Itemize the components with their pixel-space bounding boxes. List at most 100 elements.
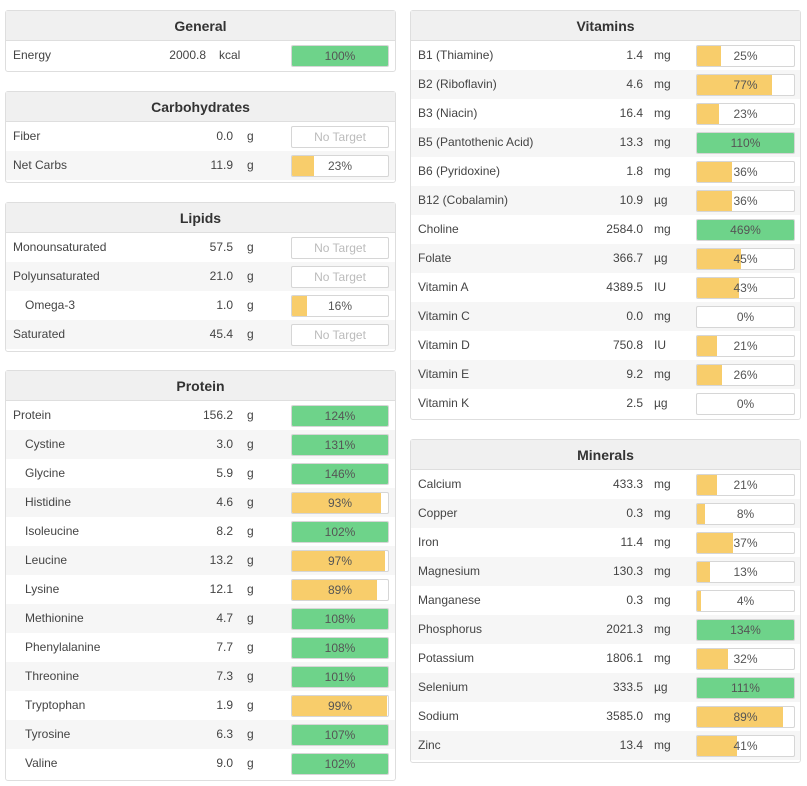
nutrient-unit: mg <box>654 106 671 120</box>
nutrient-unit: mg <box>654 309 671 323</box>
progress-percent: 0% <box>736 310 755 324</box>
target-progress-bar: 0% <box>696 306 795 328</box>
progress-percent: 37% <box>733 536 758 550</box>
progress-fill <box>697 365 723 385</box>
carbohydrates-rows: Fiber 0.0 g No Target Net Carbs 11.9 g 23% <box>6 122 395 180</box>
nutrient-name: Saturated <box>13 327 66 341</box>
progress-percent: 43% <box>733 281 758 295</box>
general-row: Energy 2000.8 kcal 100% <box>6 41 395 70</box>
nutrient-unit: g <box>247 727 254 741</box>
minerals-row: Calcium 433.3 mg 21% <box>411 470 800 499</box>
progress-fill <box>697 475 718 495</box>
target-progress-bar: 4% <box>696 590 795 612</box>
target-progress-bar: 108% <box>291 608 389 630</box>
nutrient-name: Net Carbs <box>13 158 68 172</box>
protein-row: Lysine 12.1 g 89% <box>6 575 395 604</box>
carbohydrates-row: Net Carbs 11.9 g 23% <box>6 151 395 180</box>
target-progress-bar: 45% <box>696 248 795 270</box>
nutrient-unit: mg <box>654 477 671 491</box>
progress-fill <box>292 754 388 774</box>
vitamins-row: Folate 366.7 µg 45% <box>411 244 800 273</box>
nutrient-unit: mg <box>654 164 671 178</box>
nutrient-name: Lysine <box>25 582 60 596</box>
nutrient-name: Zinc <box>418 738 441 752</box>
progress-percent: 21% <box>733 478 758 492</box>
progress-percent: 107% <box>324 728 356 742</box>
nutrient-name: Vitamin A <box>418 280 469 294</box>
nutrient-unit: µg <box>654 251 668 265</box>
progress-percent: 36% <box>733 194 758 208</box>
nutrient-name: Glycine <box>25 466 66 480</box>
protein-rows: Protein 156.2 g 124% Cystine 3.0 g 131% Glycine 5… <box>6 401 395 778</box>
progress-percent: 146% <box>324 467 356 481</box>
minerals-title: Minerals <box>411 440 800 470</box>
progress-percent: 97% <box>327 554 353 568</box>
progress-fill <box>697 104 720 124</box>
nutrient-name: Vitamin K <box>418 396 470 410</box>
protein-row: Tyrosine 6.3 g 107% <box>6 720 395 749</box>
carbohydrates-title: Carbohydrates <box>6 92 395 122</box>
vitamins-rows: B1 (Thiamine) 1.4 mg 25% B2 (Riboflavin) 4.6 m… <box>411 41 800 418</box>
progress-fill <box>292 156 315 176</box>
nutrient-amount: 0.0 <box>216 129 233 143</box>
nutrient-amount: 1.4 <box>626 48 643 62</box>
nutrient-name: Iron <box>418 535 439 549</box>
target-progress-bar: 146% <box>291 463 389 485</box>
target-progress-bar: 13% <box>696 561 795 583</box>
progress-percent: 0% <box>736 397 755 411</box>
lipids-title: Lipids <box>6 203 395 233</box>
progress-fill <box>697 678 794 698</box>
nutrient-unit: mg <box>654 535 671 549</box>
minerals-row: Potassium 1806.1 mg 32% <box>411 644 800 673</box>
nutrient-amount: 7.7 <box>216 640 233 654</box>
nutrient-name: B6 (Pyridoxine) <box>418 164 501 178</box>
nutrient-amount: 1.9 <box>216 698 233 712</box>
nutrient-amount: 13.3 <box>619 135 643 149</box>
target-progress-bar: 21% <box>696 474 795 496</box>
nutrient-amount: 1.8 <box>626 164 643 178</box>
nutrient-amount: 130.3 <box>612 564 643 578</box>
progress-percent: 41% <box>733 739 758 753</box>
minerals-row: Zinc 13.4 mg 41% <box>411 731 800 760</box>
nutrient-unit: g <box>247 298 254 312</box>
nutrient-amount: 750.8 <box>612 338 643 352</box>
nutrient-unit: g <box>247 756 254 770</box>
protein-row: Protein 156.2 g 124% <box>6 401 395 430</box>
progress-fill <box>697 133 794 153</box>
nutrient-unit: g <box>247 327 254 341</box>
nutrient-unit: g <box>247 408 254 422</box>
nutrient-amount: 156.2 <box>202 408 233 422</box>
progress-fill <box>697 533 733 553</box>
progress-percent: 108% <box>324 641 356 655</box>
nutrient-unit: g <box>247 466 254 480</box>
nutrient-unit: g <box>247 669 254 683</box>
nutrient-amount: 12.1 <box>209 582 233 596</box>
nutrient-unit: µg <box>654 193 668 207</box>
nutrient-amount: 7.3 <box>216 669 233 683</box>
protein-row: Histidine 4.6 g 93% <box>6 488 395 517</box>
nutrient-unit: mg <box>654 367 671 381</box>
nutrient-unit: mg <box>654 77 671 91</box>
progress-percent: 89% <box>327 583 353 597</box>
target-progress-bar: 0% <box>696 393 795 415</box>
lipids-row: Polyunsaturated 21.0 g No Target <box>6 262 395 291</box>
nutrient-name: Histidine <box>25 495 72 509</box>
progress-fill <box>292 551 386 571</box>
vitamins-row: Vitamin D 750.8 IU 21% <box>411 331 800 360</box>
vitamins-row: B12 (Cobalamin) 10.9 µg 36% <box>411 186 800 215</box>
minerals-row: Copper 0.3 mg 8% <box>411 499 800 528</box>
progress-percent: 100% <box>324 49 356 63</box>
nutrient-amount: 21.0 <box>209 269 233 283</box>
progress-percent: 131% <box>324 438 356 452</box>
nutrient-unit: g <box>247 495 254 509</box>
target-progress-bar: 134% <box>696 619 795 641</box>
nutrient-amount: 3.0 <box>216 437 233 451</box>
nutrient-unit: mg <box>654 738 671 752</box>
nutrient-name: Valine <box>25 756 58 770</box>
vitamins-row: B6 (Pyridoxine) 1.8 mg 36% <box>411 157 800 186</box>
protein-row: Methionine 4.7 g 108% <box>6 604 395 633</box>
progress-fill <box>292 696 388 716</box>
progress-fill <box>292 493 382 513</box>
nutrient-name: Omega-3 <box>25 298 76 312</box>
nutrient-amount: 2584.0 <box>606 222 643 236</box>
